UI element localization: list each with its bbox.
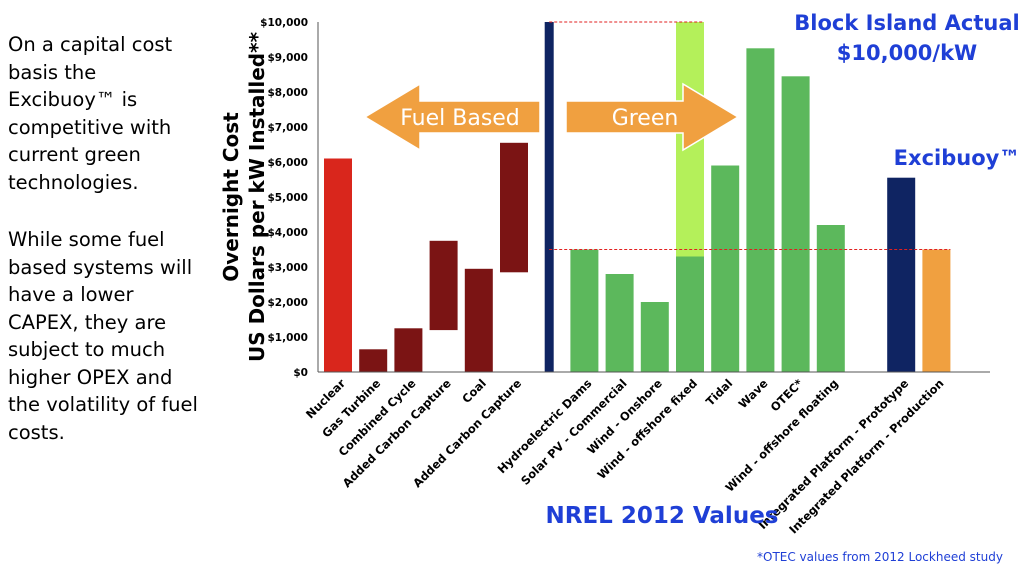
bar bbox=[324, 158, 352, 372]
footnote: *OTEC values from 2012 Lockheed study bbox=[757, 550, 1003, 564]
bar bbox=[816, 225, 845, 372]
x-tick-label: Tidal bbox=[703, 376, 735, 408]
bar bbox=[394, 328, 423, 373]
y-tick-label: $8,000 bbox=[267, 87, 308, 99]
bar bbox=[359, 349, 388, 373]
intro-paragraph: On a capital cost basis the Excibuoy™ is… bbox=[8, 33, 173, 194]
y-tick-label: $2,000 bbox=[267, 297, 308, 309]
bar bbox=[500, 142, 528, 273]
bar bbox=[570, 249, 599, 372]
block-island-label: Block Island Actual bbox=[794, 11, 1019, 35]
bar bbox=[464, 268, 493, 373]
y-axis-title-line1: Overnight Cost bbox=[219, 112, 243, 282]
fuel-based-arrow-label: Fuel Based bbox=[400, 106, 520, 131]
x-tick-label: Wave bbox=[736, 376, 771, 411]
bar bbox=[781, 76, 810, 373]
x-tick-label: Coal bbox=[459, 376, 489, 406]
green-arrow-label: Green bbox=[612, 106, 679, 131]
bar bbox=[640, 302, 669, 372]
fuel-based-arrow: Fuel Based bbox=[363, 82, 541, 152]
y-tick-label: $6,000 bbox=[267, 157, 308, 169]
y-tick-label: $10,000 bbox=[260, 17, 308, 29]
bar bbox=[746, 48, 775, 373]
bar bbox=[429, 240, 458, 331]
green-arrow-shape bbox=[565, 82, 740, 152]
y-tick-label: $0 bbox=[293, 367, 308, 379]
opex-paragraph: While some fuel based systems will have … bbox=[8, 228, 198, 444]
block-island-value: $10,000/kW bbox=[837, 41, 977, 65]
y-tick-label: $9,000 bbox=[267, 52, 308, 64]
bars-layer bbox=[324, 22, 951, 373]
y-axis-title: Overnight Cost US Dollars per kW Install… bbox=[219, 31, 269, 362]
bar bbox=[676, 256, 704, 372]
nrel-label: NREL 2012 Values bbox=[546, 503, 779, 529]
y-tick-label: $1,000 bbox=[267, 332, 308, 344]
y-tick-label: $7,000 bbox=[267, 122, 308, 134]
green-arrow: Green bbox=[565, 82, 740, 152]
excibuoy-label: Excibuoy™ bbox=[894, 146, 1021, 170]
y-tick-label: $3,000 bbox=[267, 262, 308, 274]
bar bbox=[605, 274, 634, 372]
bar bbox=[544, 22, 554, 372]
y-tick-label: $4,000 bbox=[267, 227, 308, 239]
bar bbox=[711, 165, 740, 372]
fuel-based-arrow-shape bbox=[363, 82, 541, 152]
y-tick-label: $5,000 bbox=[267, 192, 308, 204]
y-axis-title-line2: US Dollars per kW Installed** bbox=[245, 31, 269, 362]
reference-lines bbox=[549, 21, 951, 250]
y-tick-labels: $0 $1,000 $2,000 $3,000 $4,000 $5,000 $6,000 $7… bbox=[260, 17, 308, 379]
bar bbox=[922, 249, 951, 372]
bar bbox=[887, 177, 916, 372]
